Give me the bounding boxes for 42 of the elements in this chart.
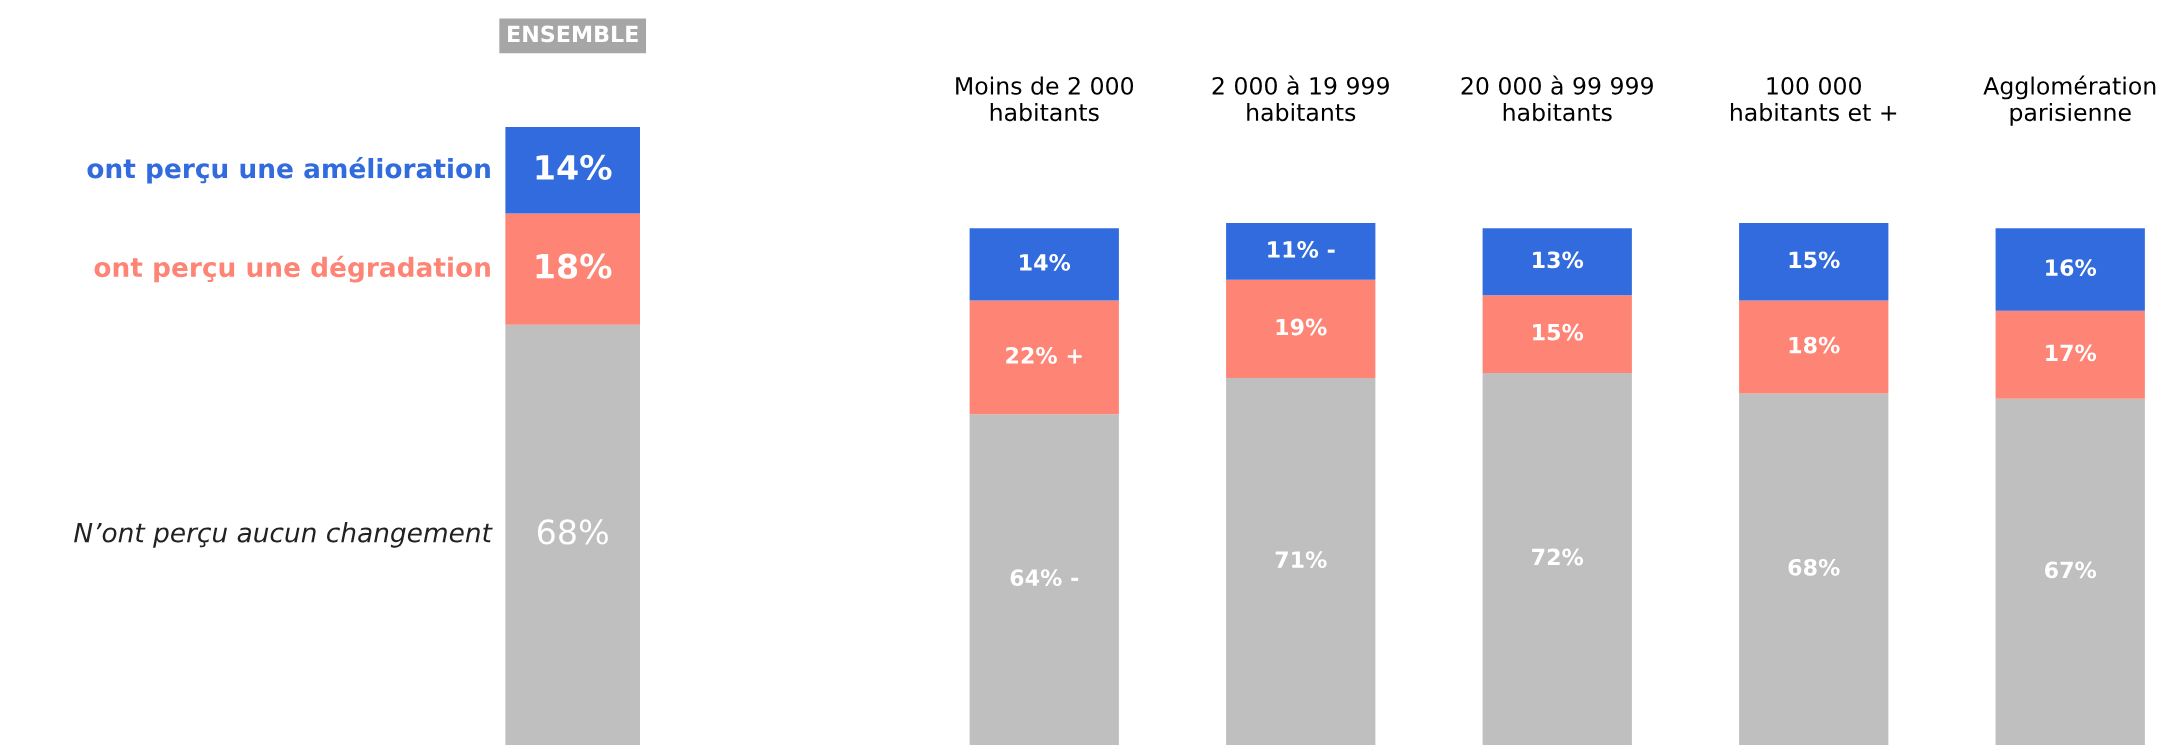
x-tick-label: Moins de 2 000 habitants bbox=[956, 76, 1134, 122]
data-label: 67% bbox=[2045, 561, 2097, 579]
data-label: 22% + bbox=[1006, 347, 1082, 364]
data-label: 14% bbox=[1020, 253, 1071, 271]
x-tick-label: 100 000 habitants et + bbox=[1730, 76, 1897, 122]
data-label: 15% bbox=[1789, 251, 1840, 269]
data-label: 18% bbox=[536, 253, 612, 279]
bar bbox=[1995, 398, 2145, 745]
data-label: 19% bbox=[1276, 318, 1327, 336]
series-label: ont perçu une dégradation bbox=[94, 255, 490, 283]
data-label: 14% bbox=[536, 154, 612, 180]
data-label: 64% - bbox=[1010, 569, 1079, 587]
series-label: N’ont perçu aucun changement bbox=[74, 522, 493, 548]
x-tick-label: Agglomération parisienne bbox=[1983, 75, 2156, 126]
data-label: 68% bbox=[537, 519, 608, 545]
bar bbox=[1739, 300, 1889, 394]
data-label: 11% - bbox=[1268, 241, 1335, 258]
bar bbox=[1995, 310, 2145, 399]
x-tick-label: 20 000 à 99 999 habitants bbox=[1461, 75, 1653, 122]
data-label: 15% bbox=[1533, 323, 1584, 341]
data-label: 68% bbox=[1788, 558, 1840, 576]
data-label: 18% bbox=[1789, 336, 1840, 354]
series-label: ont perçu une amélioration bbox=[87, 156, 490, 184]
data-label: 72% bbox=[1532, 548, 1584, 566]
bar bbox=[1226, 378, 1376, 745]
bar bbox=[969, 414, 1119, 745]
bar bbox=[969, 300, 1119, 415]
data-label: 16% bbox=[2046, 259, 2097, 276]
chart-title: ENSEMBLE bbox=[508, 25, 638, 43]
bar bbox=[1482, 295, 1632, 373]
data-label: 17% bbox=[2046, 344, 2097, 362]
bar bbox=[1482, 228, 1632, 296]
data-label: 13% bbox=[1533, 251, 1584, 269]
data-label: 71% bbox=[1275, 551, 1327, 568]
x-tick-label: 2 000 à 19 999 habitants bbox=[1212, 75, 1389, 122]
bar bbox=[1226, 223, 1376, 280]
bar bbox=[969, 228, 1119, 301]
bar bbox=[1739, 393, 1889, 745]
bar bbox=[1226, 279, 1376, 379]
bar bbox=[1482, 372, 1632, 745]
bar bbox=[1995, 228, 2145, 311]
bar bbox=[1739, 223, 1889, 301]
